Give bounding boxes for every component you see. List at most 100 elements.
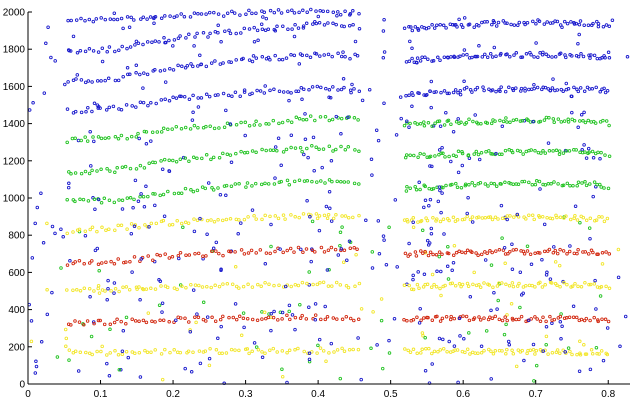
noise-point xyxy=(514,364,519,369)
track-point xyxy=(485,251,489,255)
track-scatter-point xyxy=(502,245,507,250)
track-point xyxy=(485,121,490,125)
noise-point xyxy=(93,248,98,253)
track-point xyxy=(91,19,96,24)
track-point xyxy=(158,69,163,73)
track-point xyxy=(458,88,463,93)
track-point xyxy=(430,124,434,129)
track-point xyxy=(351,215,355,220)
track-point xyxy=(472,25,476,29)
track-point xyxy=(134,71,138,75)
noise-point xyxy=(138,375,143,379)
track-point xyxy=(352,245,356,250)
track-point xyxy=(415,56,420,60)
track-point xyxy=(85,139,90,143)
track-point xyxy=(151,192,155,196)
track-point xyxy=(146,194,150,199)
track-point xyxy=(65,231,69,236)
track-point xyxy=(125,196,130,200)
track-point xyxy=(281,285,286,289)
track-point xyxy=(84,110,88,114)
track-point xyxy=(493,349,498,353)
track-point xyxy=(212,10,216,15)
noise-point xyxy=(560,324,564,329)
track-point xyxy=(263,28,268,33)
track-point xyxy=(197,283,201,288)
track-point xyxy=(599,150,603,155)
track-point xyxy=(254,150,258,155)
track-point xyxy=(161,192,166,197)
noise-point xyxy=(370,173,374,177)
track-scatter-point xyxy=(418,306,422,311)
track-point xyxy=(104,108,109,112)
track-point xyxy=(138,195,142,199)
track-scatter-point xyxy=(569,94,574,99)
x-ticks: 0 0.1 0.2 0.3 0.4 0.5 0.6 0.7 0.8 xyxy=(25,380,616,400)
noise-point xyxy=(64,344,68,348)
noise-point xyxy=(67,358,71,362)
track-point xyxy=(536,55,540,59)
noise-point xyxy=(162,214,167,218)
track-point xyxy=(183,316,187,320)
track-scatter-point xyxy=(243,133,247,138)
track-point xyxy=(404,93,408,98)
track-point xyxy=(241,316,246,321)
track-point xyxy=(480,55,485,59)
track-point xyxy=(482,316,486,320)
track-point xyxy=(552,317,557,322)
noise-point xyxy=(381,29,386,33)
track-point xyxy=(535,317,539,321)
noise-point xyxy=(534,363,539,368)
track-scatter-point xyxy=(132,224,137,229)
track-point xyxy=(116,223,120,228)
track-point xyxy=(417,286,421,290)
track-point xyxy=(453,88,458,92)
track-point xyxy=(174,124,179,129)
track-point xyxy=(230,282,235,286)
track-scatter-point xyxy=(560,25,564,30)
track-scatter-point xyxy=(456,117,460,121)
track-point xyxy=(456,149,461,154)
noise-point xyxy=(124,315,129,320)
track-point xyxy=(336,51,340,56)
track-point xyxy=(534,22,538,26)
track-point xyxy=(438,22,442,27)
track-scatter-point xyxy=(112,281,117,285)
track-point xyxy=(318,8,322,13)
noise-point xyxy=(430,272,435,277)
track-point xyxy=(335,179,339,184)
track-point xyxy=(479,151,484,155)
track-point xyxy=(404,189,409,193)
noise-point xyxy=(91,320,96,324)
track-point xyxy=(559,120,564,124)
noise-point xyxy=(430,362,434,366)
track-point xyxy=(298,145,303,150)
track-point xyxy=(186,221,191,225)
track-point xyxy=(264,316,268,321)
track-point xyxy=(254,217,258,221)
track-point xyxy=(268,8,273,13)
track-point xyxy=(346,145,351,149)
track-point xyxy=(558,51,563,56)
noise-point xyxy=(407,241,411,246)
track-point xyxy=(313,118,317,123)
track-point xyxy=(124,285,129,289)
track-point xyxy=(455,25,459,29)
track-point xyxy=(175,219,179,223)
track-point xyxy=(273,214,278,218)
track-scatter-point xyxy=(422,272,427,277)
noise-point xyxy=(252,341,257,345)
track-point xyxy=(158,318,162,323)
track-point xyxy=(591,21,595,26)
track-point xyxy=(587,150,591,154)
track-point xyxy=(510,348,514,353)
track-point xyxy=(490,88,495,92)
track-point xyxy=(145,17,149,21)
track-point xyxy=(246,251,251,255)
noise-point xyxy=(29,319,34,323)
track-point xyxy=(425,282,430,287)
track-point xyxy=(205,284,209,289)
track-point xyxy=(483,182,488,186)
track-point xyxy=(450,281,455,285)
track-point xyxy=(75,51,80,55)
